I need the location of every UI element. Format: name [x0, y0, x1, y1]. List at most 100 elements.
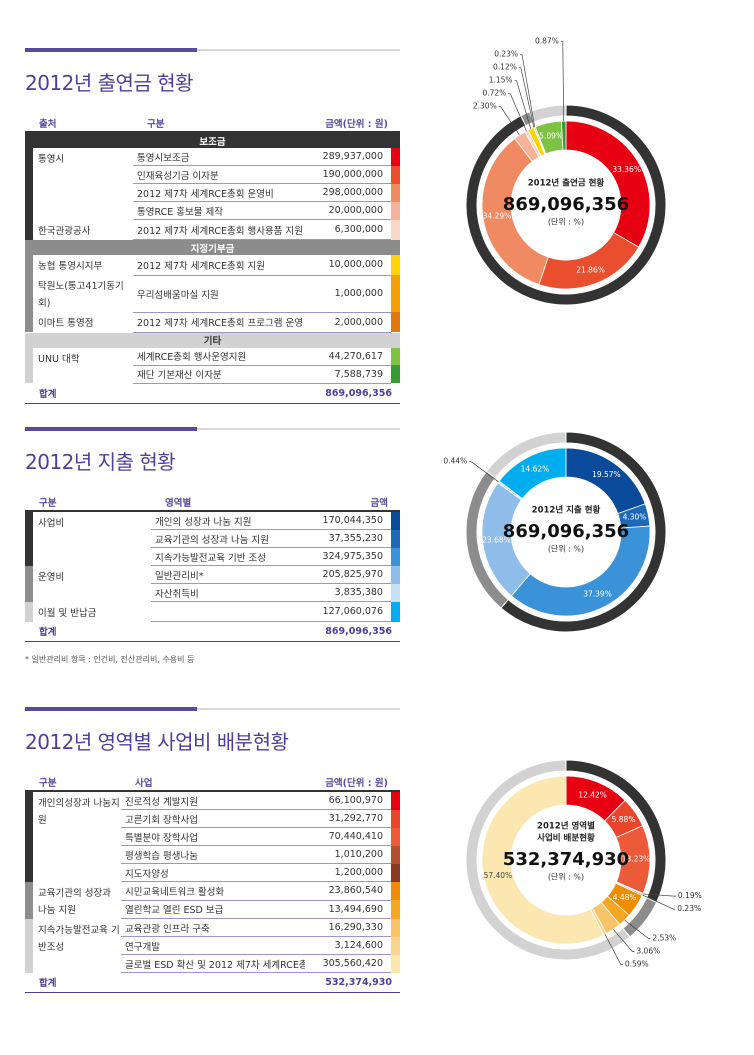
amount-cell: 13,494,690	[305, 900, 391, 919]
header-cell: 금액(단위 : 원)	[305, 114, 400, 133]
item-cell: 평생학습 평생나눔	[121, 845, 305, 864]
donut-slice	[510, 525, 651, 617]
footnote: * 일반관리비 항목 : 인건비, 전산관리비, 수용비 등	[25, 655, 195, 664]
item-cell: 열린학교 열린 ESD 보급	[121, 900, 305, 919]
color-swatch	[391, 219, 400, 240]
title-bar	[25, 48, 400, 53]
header-cell: 구분	[133, 114, 305, 133]
amount-cell: 298,000,000	[305, 183, 391, 202]
section-title: 2012년 지출 현황	[25, 450, 176, 474]
source-cell: 한국관광공사	[38, 225, 91, 237]
item-cell: 특별분야 장학사업	[121, 827, 305, 846]
amount-cell: 23,860,540	[305, 881, 391, 901]
group-band	[25, 148, 33, 166]
color-swatch	[391, 165, 400, 184]
group-band	[25, 529, 33, 548]
leader-line	[518, 67, 535, 128]
section-title: 2012년 영역별 사업비 배분현황	[25, 730, 289, 754]
table-row: 자산취득비 3,835,380	[25, 583, 400, 602]
amount-cell: 324,975,350	[304, 547, 391, 566]
group-band	[25, 275, 33, 312]
data-table: 구분 영역별 금액 사업비 개인의 성장과 나눔 지원 170,044,350 교육기관의 …	[25, 493, 400, 642]
table-row: 연구개발 3,124,600	[25, 936, 400, 955]
color-swatch	[391, 827, 400, 846]
table-row: 사업비 개인의 성장과 나눔 지원 170,044,350	[25, 511, 400, 530]
header-cell: 금액	[304, 493, 400, 512]
table-row: 한국관광공사 2012 제7차 세계RCE총회 행사용품 지원 6,300,000	[25, 219, 400, 240]
amount-cell: 70,440,410	[305, 827, 391, 846]
group-ring	[528, 104, 567, 123]
color-swatch	[390, 583, 400, 602]
center-number: 869,096,356	[503, 521, 629, 542]
leader-line	[469, 461, 499, 483]
slice-label: 23.68%	[482, 535, 511, 544]
table-row: 운영비 일반관리비* 205,825,970	[25, 565, 400, 584]
slice-label: 3.06%	[636, 946, 660, 955]
table-row: 2012 제7차 세계RCE총회 운영비 298,000,000	[25, 183, 400, 202]
table-row: 열린학교 열린 ESD 보급 13,494,690	[25, 900, 400, 919]
item-cell: 통영RCE 홍보물 제작	[133, 201, 305, 220]
table-row: 농협 통영시지부 2012 제7차 세계RCE총회 지원 10,000,000	[25, 255, 400, 276]
color-swatch	[391, 918, 400, 937]
group-band	[25, 881, 33, 900]
total-row: 합계 869,096,356	[25, 383, 400, 404]
source-cell: 사업비	[38, 518, 65, 529]
table-row: 특별분야 장학사업 70,440,410	[25, 827, 400, 846]
table-row: 재단 기본재산 이자분 7,588,739	[25, 365, 400, 384]
total-row: 합계 532,374,930	[25, 972, 400, 993]
color-swatch	[391, 365, 400, 383]
color-swatch	[391, 183, 400, 202]
amount-cell: 170,044,350	[304, 511, 391, 530]
title-bar	[25, 707, 400, 712]
amount-cell: 1,010,200	[305, 845, 391, 864]
charts: 33.36% 21.86% 34.29% 5.09% 0.87% 0.23% 0.12% 1.…	[443, 37, 701, 969]
slice-label: 4.48%	[613, 893, 637, 902]
total-gap	[121, 972, 305, 993]
group-band	[25, 565, 33, 584]
group-band	[25, 863, 33, 882]
source-cell: 이마트 통영점	[38, 318, 94, 329]
donut-slice	[498, 447, 567, 500]
group-band	[25, 312, 33, 332]
item-cell: 인재육성기금 이자분	[133, 165, 305, 184]
leader-line	[642, 894, 676, 910]
item-cell: 2012 제7차 세계RCE총회 프로그램 운영 지원	[133, 312, 305, 333]
color-swatch	[391, 201, 400, 220]
group-name: 지정기부금	[25, 239, 400, 255]
source-cell: 교육기관의 성장과 나눔 지원	[38, 887, 111, 916]
color-swatch	[391, 791, 400, 810]
color-swatch	[391, 255, 400, 275]
center-number: 869,096,356	[503, 194, 629, 215]
total-amount: 869,096,356	[305, 383, 400, 404]
amount-cell: 289,937,000	[305, 148, 391, 166]
item-cell: 통영시보조금	[133, 148, 305, 166]
section-title: 2012년 출연금 현황	[25, 71, 194, 95]
total-amount: 869,096,356	[304, 621, 400, 642]
table-row: 개인의성장과 나눔지원 진로적성 계발지원 66,100,970	[25, 791, 400, 826]
group-band	[25, 219, 33, 240]
donut-slice	[481, 775, 605, 945]
leader-line	[520, 54, 536, 128]
color-swatch	[391, 312, 400, 332]
item-cell: 교육관광 인프라 구축	[121, 918, 305, 937]
item-cell: 2012 제7차 세계RCE총회 운영비	[133, 183, 305, 202]
header-cell: 구분	[25, 773, 122, 792]
slice-label: 0.23%	[494, 50, 518, 59]
table-row: 탁원노(통고41기동기회) 우리섬배움마실 지원 1,000,000	[25, 275, 400, 313]
amount-cell: 1,000,000	[305, 275, 391, 313]
data-table: 출처 구분 금액(단위 : 원) 보조금 통영시 통영시보조금 289,937,000 인재육…	[25, 114, 400, 404]
color-swatch	[390, 529, 400, 548]
leader-line	[642, 893, 676, 897]
header-cell: 출처	[25, 114, 134, 133]
group-band	[25, 201, 33, 220]
donut-slice	[565, 120, 651, 248]
item-cell: 교육기관의 성장과 나눔 지원	[151, 529, 305, 548]
group-band	[25, 827, 33, 846]
slice-label: 33.36%	[612, 165, 641, 174]
slice-label: 37.39%	[583, 589, 612, 598]
color-swatch	[390, 601, 400, 622]
slice-label: 13.23%	[622, 855, 651, 864]
color-swatch	[390, 547, 400, 566]
item-cell: 지속가능발전교육 기반 조성	[151, 547, 305, 566]
group-ring	[485, 431, 567, 479]
